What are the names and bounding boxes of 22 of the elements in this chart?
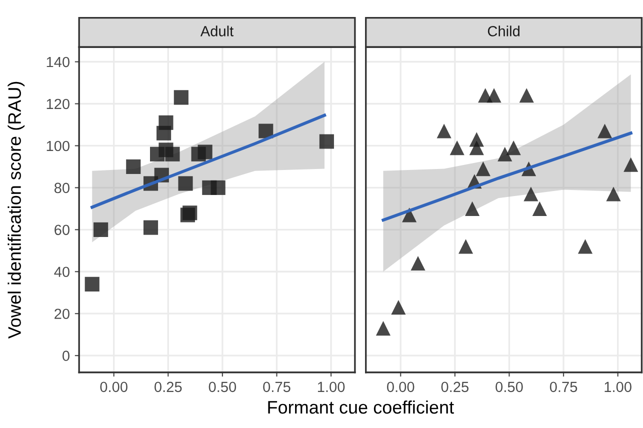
chart-title: Child [488,26,520,36]
y-tick-label: 120 [46,98,70,110]
chart-title: Adult [200,26,234,36]
x-tick-label: 0.25 [154,382,182,392]
x-tick-label: 0.25 [441,382,468,392]
y-tick-label: 80 [54,182,70,194]
y-tick-label: 60 [54,224,70,236]
x-tick-label: 0.00 [100,382,128,392]
y-tick-label: 140 [46,56,70,68]
x-tick-label: 0.50 [208,382,236,392]
y-tick-label: 20 [54,308,70,320]
x-tick-label: 0.75 [550,382,578,392]
x-tick-label: 0.00 [387,382,414,392]
x-tick-label: 0.75 [263,382,290,392]
x-tick-label: 0.50 [496,382,523,392]
y-tick-label: 0 [62,350,70,361]
x-tick-label: 1.00 [318,382,345,392]
y-axis-title: Vowel identification score (RAU) [8,82,25,339]
y-tick-label: 100 [46,140,70,152]
x-tick-label: 1.00 [604,382,632,392]
y-tick-label: 40 [54,266,70,278]
x-axis-title: Formant cue coefficient [268,400,454,414]
